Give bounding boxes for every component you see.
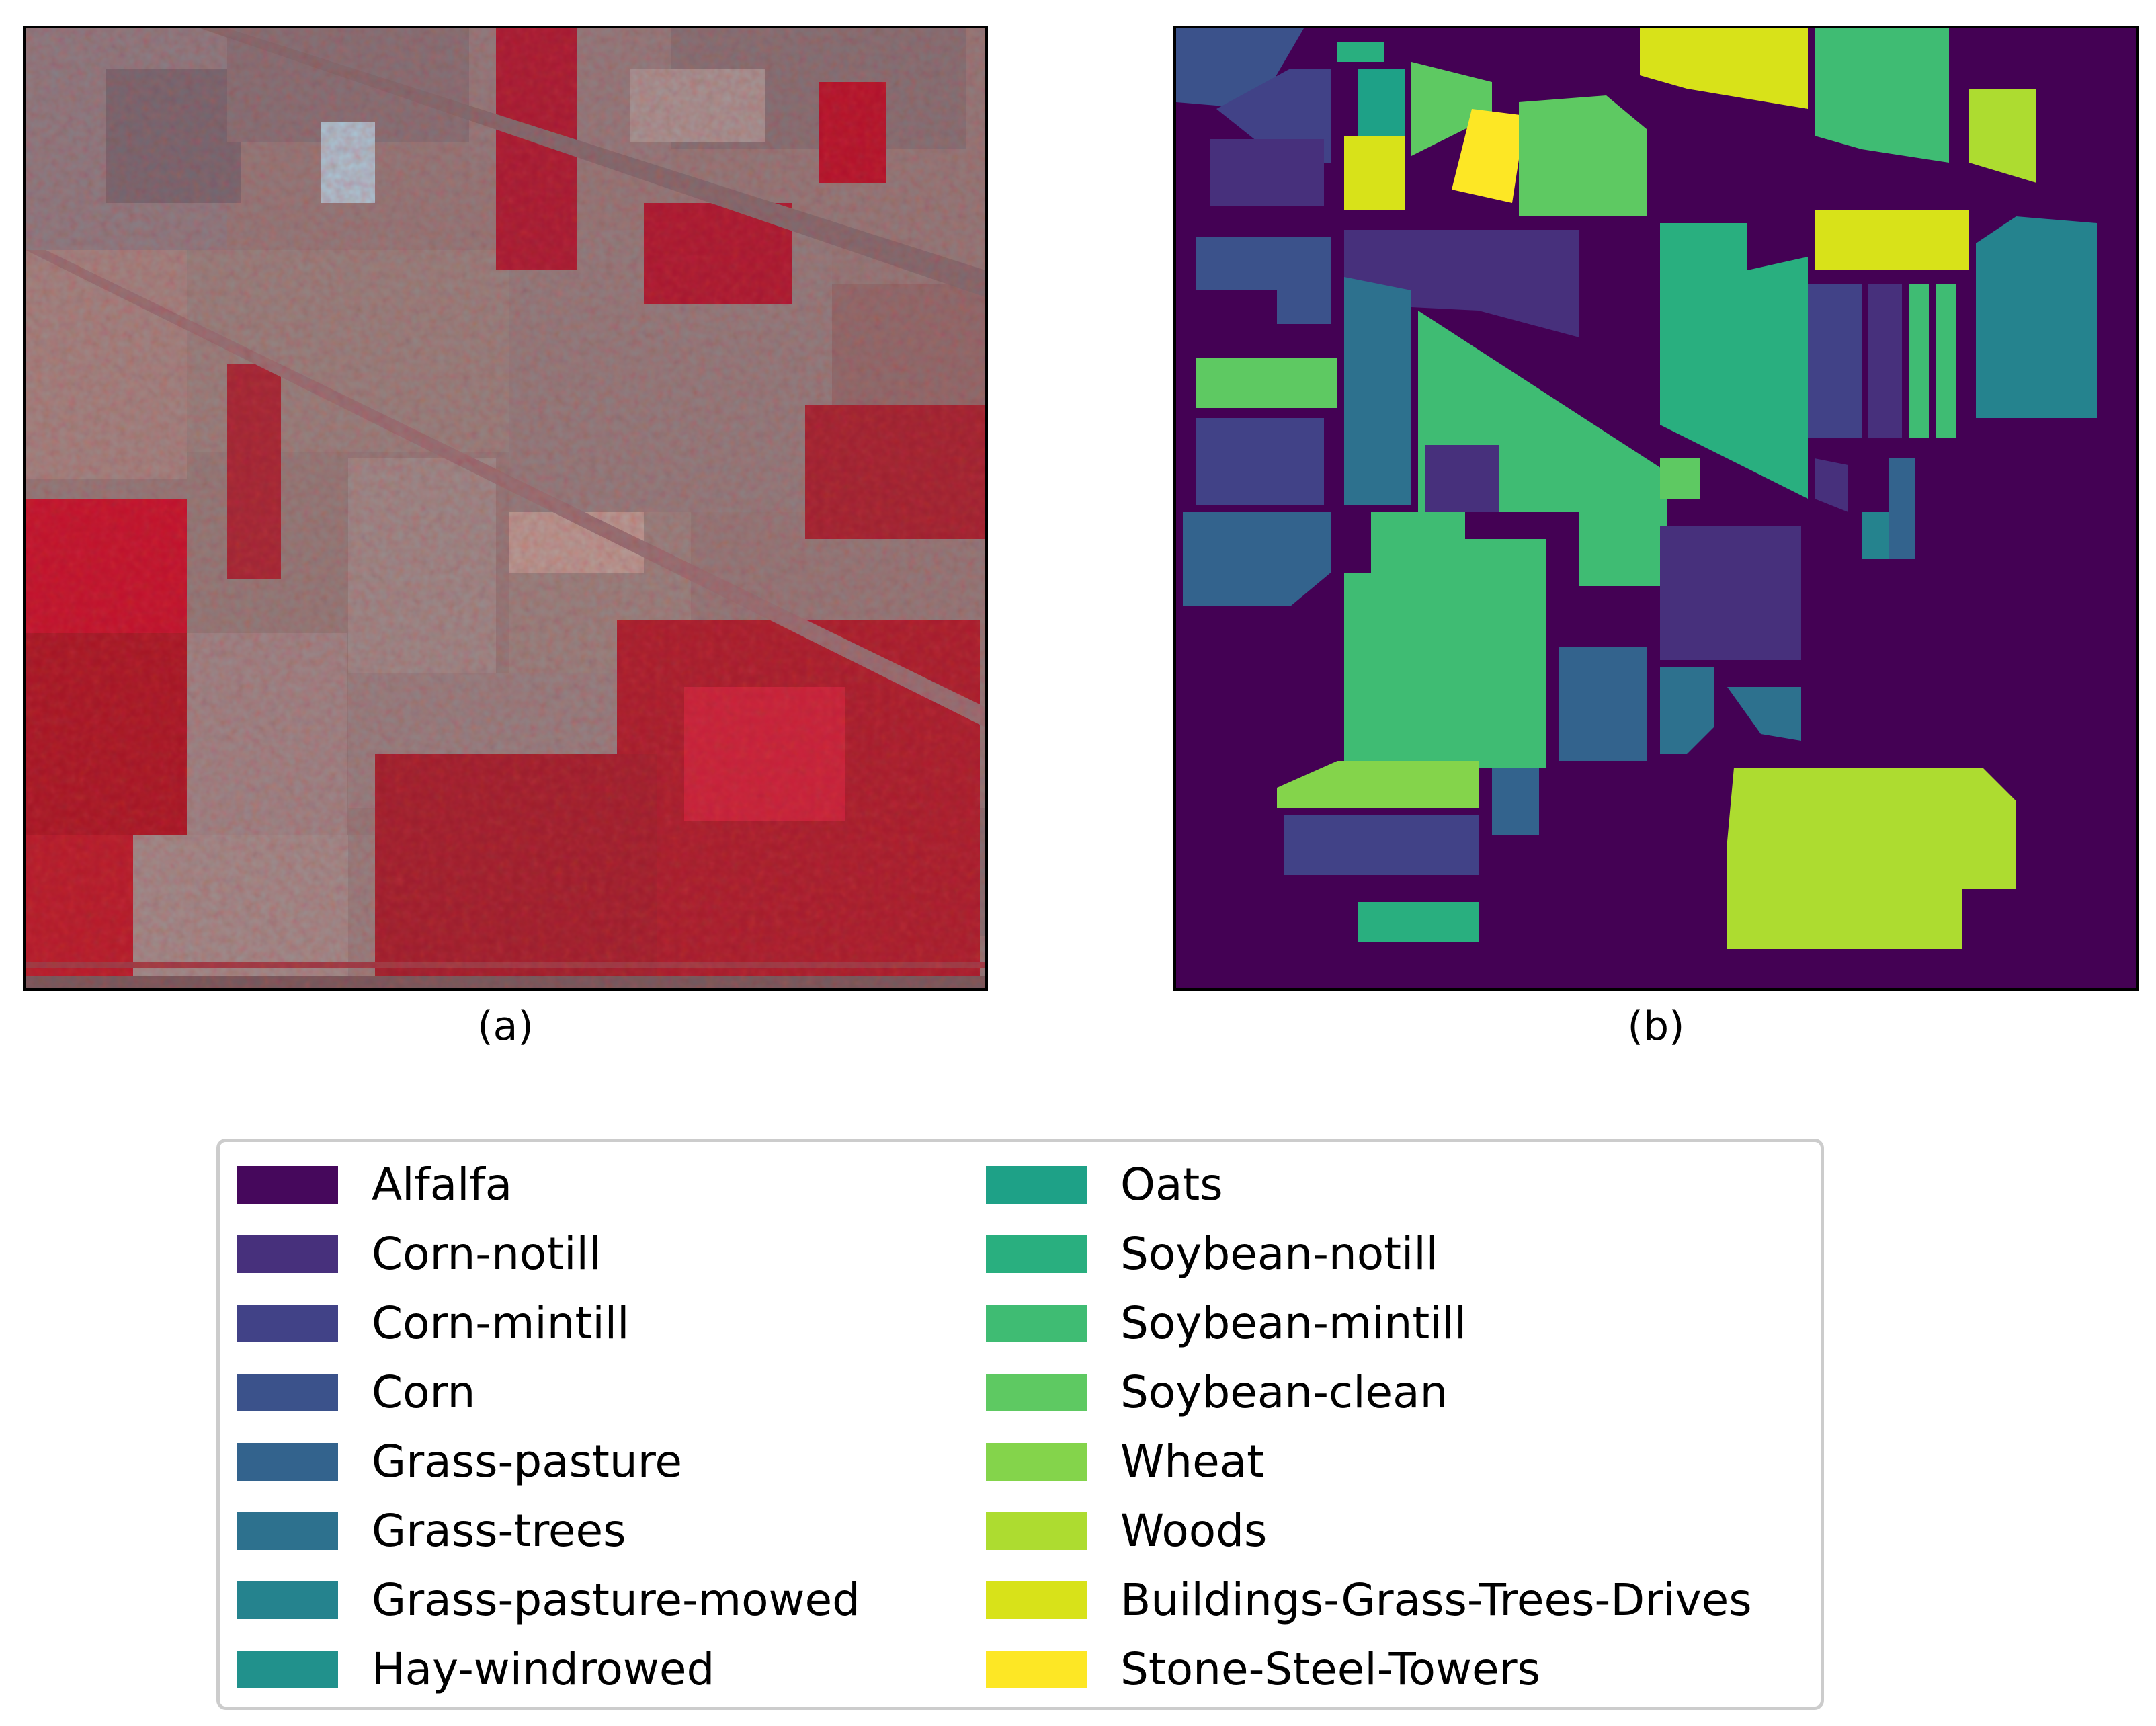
ground-truth-map-graphic: [1176, 28, 2136, 988]
legend-swatch: [237, 1443, 338, 1481]
legend-swatch: [237, 1651, 338, 1688]
legend-label: Soybean-clean: [1120, 1366, 1448, 1418]
legend-label: Corn: [372, 1366, 476, 1418]
caption-a: (a): [477, 1003, 534, 1050]
legend-label: Grass-trees: [372, 1505, 626, 1557]
caption-b: (b): [1627, 1003, 1685, 1050]
legend-label: Grass-pasture: [372, 1436, 683, 1487]
legend-label: Soybean-notill: [1120, 1228, 1439, 1280]
legend-swatch: [237, 1581, 338, 1619]
legend-swatch: [986, 1512, 1087, 1550]
legend-swatch: [237, 1512, 338, 1550]
legend-label: Buildings-Grass-Trees-Drives: [1120, 1574, 1752, 1626]
legend-label: Wheat: [1120, 1436, 1265, 1487]
ground-truth-map: [1173, 26, 2139, 991]
legend-swatch: [986, 1235, 1087, 1273]
legend-label: Hay-windrowed: [372, 1643, 715, 1695]
legend-swatch: [237, 1305, 338, 1342]
legend-label: Grass-pasture-mowed: [372, 1574, 860, 1626]
false-color-image-graphic: [26, 28, 985, 988]
legend-label: Woods: [1120, 1505, 1268, 1557]
legend-swatch: [986, 1305, 1087, 1342]
legend-label: Corn-mintill: [372, 1297, 630, 1349]
class-legend: Alfalfa Corn-notill Corn-mintill Corn Grass-…: [216, 1139, 1824, 1710]
legend-swatch: [237, 1374, 338, 1411]
legend-swatch: [986, 1581, 1087, 1619]
legend-swatch: [986, 1443, 1087, 1481]
legend-label: Alfalfa: [372, 1159, 513, 1210]
legend-swatch: [237, 1166, 338, 1204]
legend-label: Stone-Steel-Towers: [1120, 1643, 1541, 1695]
legend-label: Oats: [1120, 1159, 1223, 1210]
legend-label: Corn-notill: [372, 1228, 602, 1280]
legend-swatch: [986, 1374, 1087, 1411]
legend-swatch: [986, 1166, 1087, 1204]
false-color-image: [23, 26, 988, 991]
legend-swatch: [986, 1651, 1087, 1688]
legend-swatch: [237, 1235, 338, 1273]
legend-label: Soybean-mintill: [1120, 1297, 1467, 1349]
